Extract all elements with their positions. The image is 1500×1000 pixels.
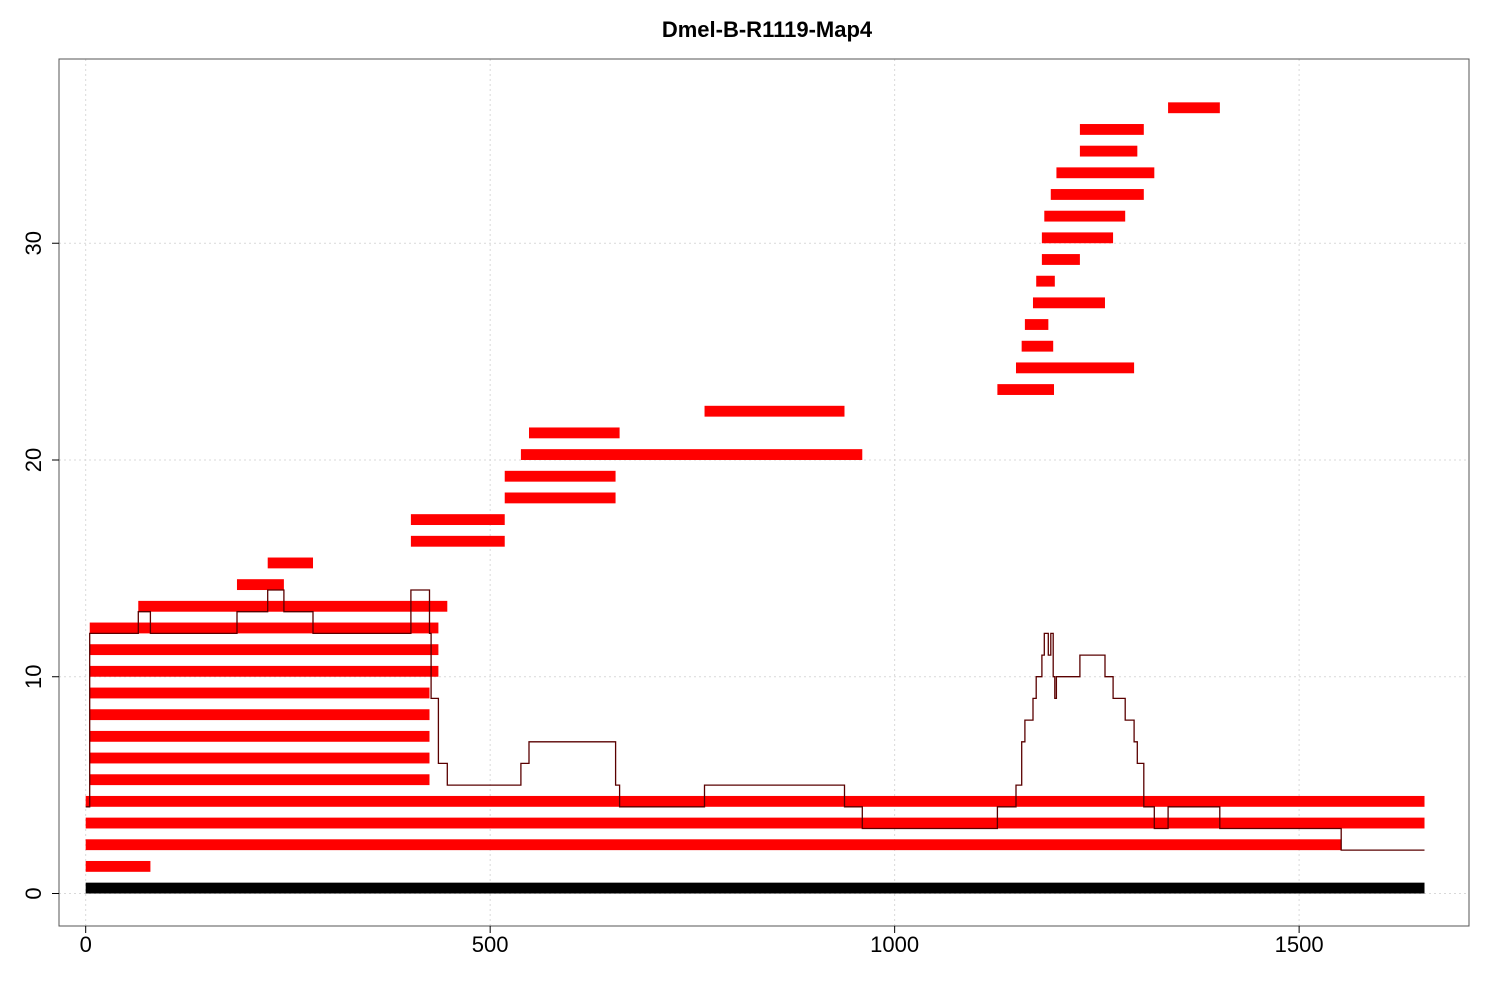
x-tick-label: 0 [80,932,92,957]
segment-bar [85,860,151,872]
axes: 0 500 1000 1500 0 10 20 30 [21,231,1324,957]
segment-bar [1021,340,1054,352]
segment-bar [89,665,439,677]
segment-bar [1041,232,1114,244]
segment-bar [1050,189,1144,200]
segment-bar [1079,145,1138,157]
segment-bar [89,622,439,634]
segment-bar [85,817,1425,829]
segment-bar [997,384,1055,395]
y-tick-label: 20 [21,448,46,472]
segment-bar [1036,275,1055,287]
segment-bar [520,449,863,460]
plot-frame [58,58,1470,927]
segment-bar [89,730,430,742]
segment-bar [410,535,505,547]
segment-bar [89,774,430,786]
segment-bar [1079,124,1144,135]
segment-bar [1015,362,1135,374]
segment-bar [267,557,314,569]
y-tick-label: 0 [21,887,46,899]
segment-bar [504,470,616,482]
y-tick-label: 10 [21,664,46,688]
coverage-line [85,589,1425,851]
segment-bar [1032,297,1105,309]
segment-bar [138,600,448,612]
segment-bar [236,579,284,591]
reference-track [85,882,1425,894]
x-tick-label: 1500 [1275,932,1324,957]
coverage [85,589,1425,851]
segment-bar [1041,254,1080,265]
x-tick-label: 500 [472,932,509,957]
segment-bar [704,405,845,417]
segment-bar [504,492,616,504]
segments [85,102,1425,872]
chart-title: Dmel-B-R1119-Map4 [662,17,873,42]
segment-bar [89,687,430,699]
segment-bar [85,839,1342,851]
segment-bar [1168,102,1220,114]
x-tick-label: 1000 [870,932,919,957]
segment-bar [1024,319,1049,330]
reference-bar [85,882,1425,894]
segment-bar [89,752,430,764]
segment-bar [1056,167,1155,179]
segment-bar [529,427,620,439]
segment-bar [410,514,505,526]
segment-bar [89,709,430,721]
y-tick-label: 30 [21,231,46,255]
segment-bar [85,795,1425,807]
segment-bar [89,644,439,656]
segment-bar [1044,210,1126,222]
